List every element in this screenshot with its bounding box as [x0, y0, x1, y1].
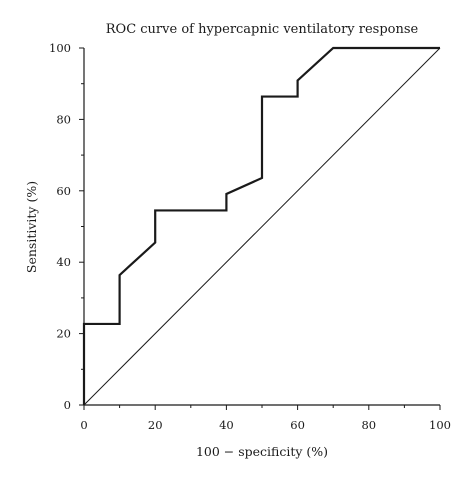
y-axis-title: Sensitivity (%) — [24, 181, 39, 273]
x-tick-label-0: 0 — [80, 418, 87, 432]
x-tick-label-4: 80 — [361, 418, 376, 432]
x-tick-label-5: 100 — [429, 418, 451, 432]
x-tick-label-2: 40 — [219, 418, 234, 432]
reference-diagonal-line — [83, 47, 441, 406]
x-tick-label-3: 60 — [290, 418, 305, 432]
y-tick-label-4: 80 — [56, 112, 71, 126]
x-tick-label-1: 20 — [148, 418, 163, 432]
roc-curve-line — [82, 46, 440, 405]
y-tick-label-2: 40 — [56, 255, 71, 269]
y-tick-label-3: 60 — [56, 184, 71, 198]
x-axis-title: 100 − specificity (%) — [196, 444, 328, 459]
y-tick-label-0: 0 — [64, 398, 71, 412]
chart-title: ROC curve of hypercapnic ventilatory res… — [106, 22, 419, 37]
y-tick-label-5: 100 — [49, 41, 71, 55]
series-layer — [82, 46, 441, 406]
y-tick-label-1: 20 — [56, 327, 71, 341]
axes-layer: 0 20 40 60 80 100 0 20 40 60 80 100 — [49, 41, 451, 432]
